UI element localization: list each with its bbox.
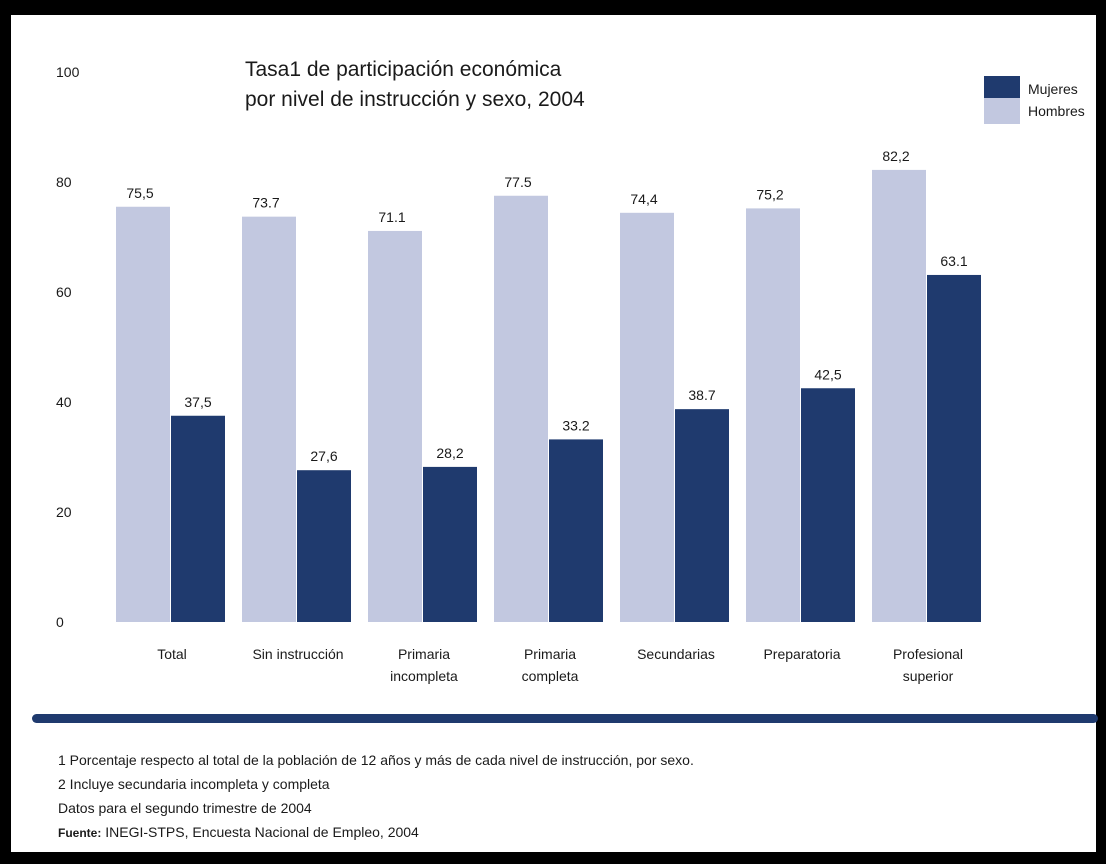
legend-label-hombres: Hombres	[1028, 103, 1085, 119]
bar-hombres-2	[368, 230, 422, 622]
value-label-hombres: 71.1	[378, 209, 405, 225]
divider-bar	[32, 714, 1098, 723]
bar-hombres-0	[116, 206, 170, 622]
value-label-mujeres: 28,2	[436, 445, 463, 461]
source-label: Fuente:	[58, 826, 102, 840]
chart-title-line2: por nivel de instrucción y sexo, 2004	[245, 88, 585, 111]
bar-hombres-6	[872, 169, 926, 622]
value-label-mujeres: 27,6	[310, 448, 337, 464]
legend-label-mujeres: Mujeres	[1028, 81, 1078, 97]
category-label: Sin instrucción	[252, 646, 343, 662]
category-label: Profesional	[893, 646, 963, 662]
value-label-hombres: 75,2	[756, 186, 783, 202]
value-label-hombres: 73.7	[252, 195, 279, 211]
y-tick-label: 100	[56, 64, 80, 80]
category-label: Secundarias	[637, 646, 715, 662]
category-label: Preparatoria	[763, 646, 840, 662]
value-labels: 75,5 37,5 73.7 27,6 71.1 28,2 77.5 33.2 74,4 38.7…	[126, 148, 967, 464]
bar-hombres-4	[620, 212, 674, 623]
value-label-mujeres: 42,5	[814, 366, 841, 382]
chart-title: Tasa1 de participación económica por niv…	[245, 55, 585, 115]
legend-swatch-mujeres	[984, 76, 1020, 102]
value-label-mujeres: 33.2	[562, 417, 589, 433]
bar-hombres-1	[242, 216, 296, 622]
category-label: incompleta	[390, 668, 458, 684]
chart-title-line1: Tasa1 de participación económica	[245, 58, 562, 81]
legend-swatch-hombres	[984, 98, 1020, 124]
bar-hombres-3	[494, 195, 548, 622]
bar-mujeres-6	[927, 274, 981, 622]
bar-mujeres-2	[423, 466, 477, 622]
footnote-3: Datos para el segundo trimestre de 2004	[58, 800, 312, 816]
category-labels: Total Sin instrucción Primaria incompleta Pr…	[157, 646, 963, 684]
category-label: Primaria	[524, 646, 576, 662]
value-label-hombres: 74,4	[630, 191, 657, 207]
y-tick-label: 80	[56, 174, 72, 190]
footnote-2: 2 Incluye secundaria incompleta y comple…	[58, 776, 330, 792]
bars	[116, 169, 981, 623]
legend-item-hombres: Hombres	[984, 98, 1085, 124]
y-axis: 0 20 40 60 80 100	[56, 64, 80, 630]
value-label-mujeres: 38.7	[688, 387, 715, 403]
y-tick-label: 40	[56, 394, 72, 410]
footnote-1: 1 Porcentaje respecto al total de la pob…	[58, 752, 694, 768]
y-tick-label: 60	[56, 284, 72, 300]
legend-item-mujeres: Mujeres	[984, 76, 1078, 102]
category-label: superior	[903, 668, 954, 684]
category-label: Primaria	[398, 646, 450, 662]
category-label: completa	[522, 668, 579, 684]
value-label-mujeres: 37,5	[184, 394, 211, 410]
value-label-hombres: 82,2	[882, 148, 909, 164]
y-tick-label: 20	[56, 504, 72, 520]
bar-mujeres-3	[549, 439, 603, 622]
bar-mujeres-1	[297, 470, 351, 622]
value-label-hombres: 75,5	[126, 185, 153, 201]
footnotes: 1 Porcentaje respecto al total de la pob…	[58, 748, 694, 845]
bar-chart: 0 20 40 60 80 100 75,5 37,5 73.7 27,6 71.1 28,2 77.…	[56, 64, 981, 684]
y-tick-label: 0	[56, 614, 64, 630]
source-line: Fuente: INEGI-STPS, Encuesta Nacional de…	[58, 820, 694, 845]
source-text: INEGI-STPS, Encuesta Nacional de Empleo,…	[101, 824, 419, 840]
value-label-hombres: 77.5	[504, 174, 531, 190]
bar-mujeres-0	[171, 415, 225, 622]
bar-mujeres-5	[801, 388, 855, 622]
bar-mujeres-4	[675, 409, 729, 622]
value-label-mujeres: 63.1	[940, 253, 967, 269]
bar-hombres-5	[746, 208, 800, 622]
category-label: Total	[157, 646, 187, 662]
